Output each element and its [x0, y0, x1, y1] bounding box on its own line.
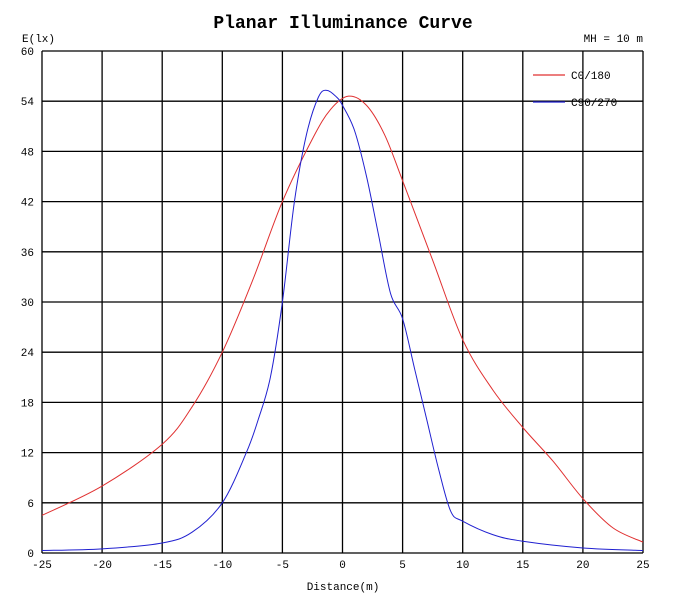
y-tick-label: 12 [21, 449, 34, 461]
x-tick-label: 5 [399, 560, 406, 572]
chart-title: Planar Illuminance Curve [213, 14, 472, 34]
y-tick-label: 42 [21, 198, 34, 210]
y-tick-label: 36 [21, 248, 34, 260]
y-tick-label: 54 [21, 97, 35, 109]
y-axis-label: E(lx) [22, 34, 55, 46]
mounting-height-annotation: MH = 10 m [584, 34, 644, 46]
series-line-0 [41, 95, 644, 543]
x-tick-label: 20 [576, 560, 589, 572]
x-tick-label: 0 [339, 560, 346, 572]
legend-label: C90/270 [571, 98, 617, 110]
legend-label: C0/180 [571, 71, 611, 83]
y-tick-label: 48 [21, 147, 34, 159]
grid [41, 50, 644, 554]
x-tick-label: 15 [516, 560, 529, 572]
x-tick-label: 25 [636, 560, 649, 572]
x-tick-label: 10 [456, 560, 469, 572]
legend: C0/180 C90/270 [533, 71, 617, 110]
x-tick-label: -20 [92, 560, 112, 572]
x-tick-label: -5 [276, 560, 289, 572]
y-tick-label: 30 [21, 298, 34, 310]
x-tick-label: -15 [152, 560, 172, 572]
y-tick-label: 0 [27, 549, 34, 561]
y-tick-label: 18 [21, 398, 34, 410]
x-axis-label: Distance(m) [307, 582, 380, 594]
x-tick-label: -10 [212, 560, 232, 572]
y-tick-label: 60 [21, 47, 34, 59]
x-tick-label: -25 [32, 560, 52, 572]
y-tick-label: 6 [27, 499, 34, 511]
tick-labels: -25 -20 -15 -10 -5 0 5 10 15 20 25 0 6 12 18 24 30 36 42 48… [21, 47, 650, 572]
series-lines [41, 89, 644, 551]
series-line-1 [41, 89, 644, 551]
y-tick-label: 24 [21, 348, 35, 360]
